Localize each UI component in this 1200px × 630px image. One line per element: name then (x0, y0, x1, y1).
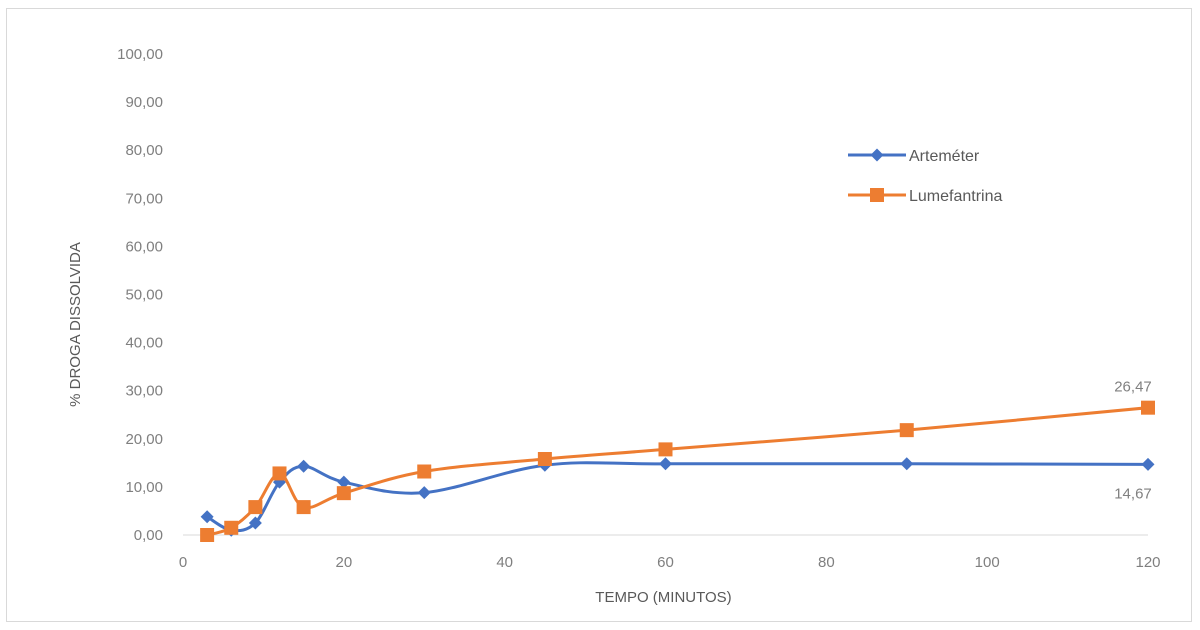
point-lumefantrina-2 (248, 500, 263, 515)
point-arteméter-8 (659, 457, 672, 471)
point-arteméter-10 (1141, 457, 1155, 471)
legend-marker-arteméter (870, 148, 884, 162)
y-tick-label: 0,00 (134, 527, 163, 544)
point-lumefantrina-3 (272, 466, 287, 481)
x-tick-label: 0 (179, 554, 187, 571)
point-arteméter-5 (337, 475, 351, 489)
y-tick-label: 60,00 (125, 238, 163, 255)
point-lumefantrina-8 (658, 442, 673, 457)
plot-series (200, 400, 1155, 542)
point-lumefantrina-1 (224, 520, 239, 535)
x-axis-title: TEMPO (MINUTOS) (595, 589, 731, 606)
point-lumefantrina-6 (417, 464, 432, 479)
y-tick-label: 80,00 (125, 142, 163, 159)
y-tick-label: 10,00 (125, 479, 163, 496)
legend-label-arteméter: Arteméter (909, 148, 980, 165)
y-tick-label: 90,00 (125, 94, 163, 111)
y-tick-label: 30,00 (125, 383, 163, 400)
legend: Arteméter Lumefantrina (848, 148, 1002, 205)
point-lumefantrina-9 (899, 423, 914, 438)
point-arteméter-9 (900, 457, 914, 471)
point-lumefantrina-0 (200, 528, 215, 542)
series-line-lumefantrina (206, 406, 1149, 537)
point-arteméter-0 (200, 510, 214, 524)
legend-marker-lumefantrina (870, 188, 884, 202)
data-label-arteméter: 14,67 (1114, 485, 1152, 502)
point-lumefantrina-5 (336, 486, 351, 501)
x-axis-ticks: 0 20 40 60 80 100 120 (179, 554, 1161, 571)
y-tick-label: 100,00 (117, 46, 163, 63)
legend-label-lumefantrina: Lumefantrina (909, 188, 1002, 205)
y-tick-label: 20,00 (125, 431, 163, 448)
x-tick-label: 20 (335, 554, 352, 571)
x-tick-label: 60 (657, 554, 674, 571)
point-arteméter-2 (248, 516, 262, 530)
y-tick-label: 40,00 (125, 335, 163, 352)
x-tick-label: 40 (496, 554, 513, 571)
x-tick-label: 120 (1135, 554, 1160, 571)
data-label-lumefantrina: 26,47 (1114, 379, 1152, 396)
point-lumefantrina-4 (296, 500, 311, 515)
x-tick-label: 80 (818, 554, 835, 571)
point-lumefantrina-10 (1141, 400, 1155, 415)
point-lumefantrina-7 (537, 452, 552, 467)
y-axis-ticks: 0,00 10,00 20,00 30,00 40,00 50,00 60,00 70,00 8… (117, 46, 163, 544)
point-arteméter-6 (417, 486, 431, 500)
y-axis-title: % DROGA DISSOLVIDA (67, 242, 84, 407)
point-arteméter-4 (297, 459, 311, 473)
y-tick-label: 70,00 (125, 190, 163, 207)
x-tick-label: 100 (975, 554, 1000, 571)
y-tick-label: 50,00 (125, 287, 163, 304)
data-labels: 14,67 26,47 (1114, 379, 1152, 503)
